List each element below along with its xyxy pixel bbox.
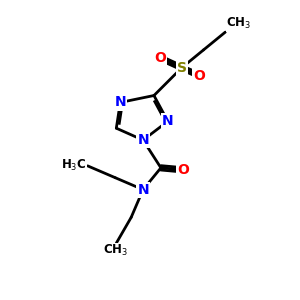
Text: O: O [177, 163, 189, 177]
Text: O: O [154, 51, 166, 65]
Text: N: N [137, 183, 149, 196]
Text: H$_3$C: H$_3$C [61, 158, 87, 173]
Text: N: N [137, 133, 149, 147]
Text: CH$_3$: CH$_3$ [103, 243, 128, 258]
Text: S: S [177, 61, 187, 75]
Text: CH$_3$: CH$_3$ [226, 16, 251, 31]
Text: N: N [115, 95, 126, 110]
Text: N: N [162, 114, 174, 128]
Text: O: O [194, 69, 206, 83]
